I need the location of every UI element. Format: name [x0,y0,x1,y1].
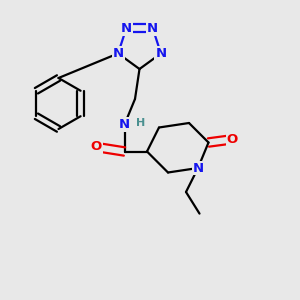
Text: N: N [192,161,204,175]
Text: N: N [121,22,132,35]
Text: H: H [136,118,145,128]
Text: N: N [119,118,130,131]
Text: N: N [147,22,158,35]
Text: N: N [155,47,167,60]
Text: O: O [90,140,102,154]
Text: O: O [226,133,238,146]
Text: N: N [112,47,124,60]
